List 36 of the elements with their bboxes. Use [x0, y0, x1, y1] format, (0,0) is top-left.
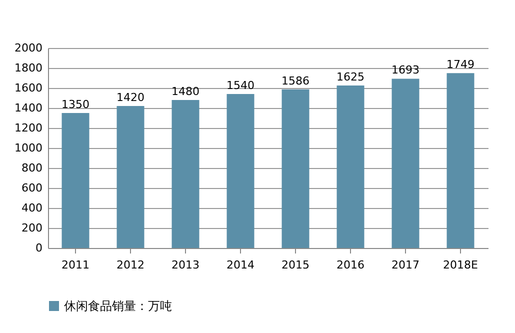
y-tick-label: 400 — [22, 202, 42, 214]
data-label: 1350 — [62, 98, 90, 111]
data-label: 1586 — [282, 74, 310, 88]
bar — [446, 73, 474, 248]
bar — [226, 94, 254, 248]
y-tick-label: 800 — [22, 162, 42, 174]
bar — [62, 113, 90, 248]
y-tick-label: 0 — [36, 242, 42, 254]
x-tick-label: 2015 — [282, 258, 310, 272]
bar — [336, 86, 364, 248]
bar — [282, 89, 310, 248]
y-tick-label: 1200 — [14, 122, 42, 134]
x-tick-label: 2016 — [336, 258, 364, 272]
y-tick-label: 1800 — [14, 62, 42, 74]
x-tick-label: 2014 — [226, 258, 254, 272]
data-label: 1749 — [446, 58, 474, 72]
data-label: 1420 — [116, 91, 144, 104]
y-tick-label: 1000 — [14, 142, 42, 154]
y-tick-label: 200 — [22, 222, 42, 234]
legend-label: 休闲食品销量：万吨 — [64, 299, 172, 313]
x-tick-label: 2011 — [62, 258, 90, 272]
data-label: 1693 — [392, 64, 420, 77]
bar — [172, 100, 200, 248]
y-tick-label: 600 — [22, 182, 42, 194]
data-label: 1625 — [336, 70, 364, 84]
data-label: 1540 — [226, 79, 254, 92]
y-tick-label: 2000 — [14, 42, 42, 54]
x-tick-label: 2012 — [116, 258, 144, 272]
y-tick-label: 1400 — [14, 102, 42, 114]
x-tick-label: 2017 — [392, 258, 420, 272]
x-tick-label: 2018E — [443, 258, 478, 272]
bar — [116, 106, 144, 248]
data-label: 1480 — [172, 85, 200, 98]
bar — [392, 78, 420, 248]
x-tick-label: 2013 — [172, 258, 200, 272]
y-tick-label: 1600 — [14, 82, 42, 94]
